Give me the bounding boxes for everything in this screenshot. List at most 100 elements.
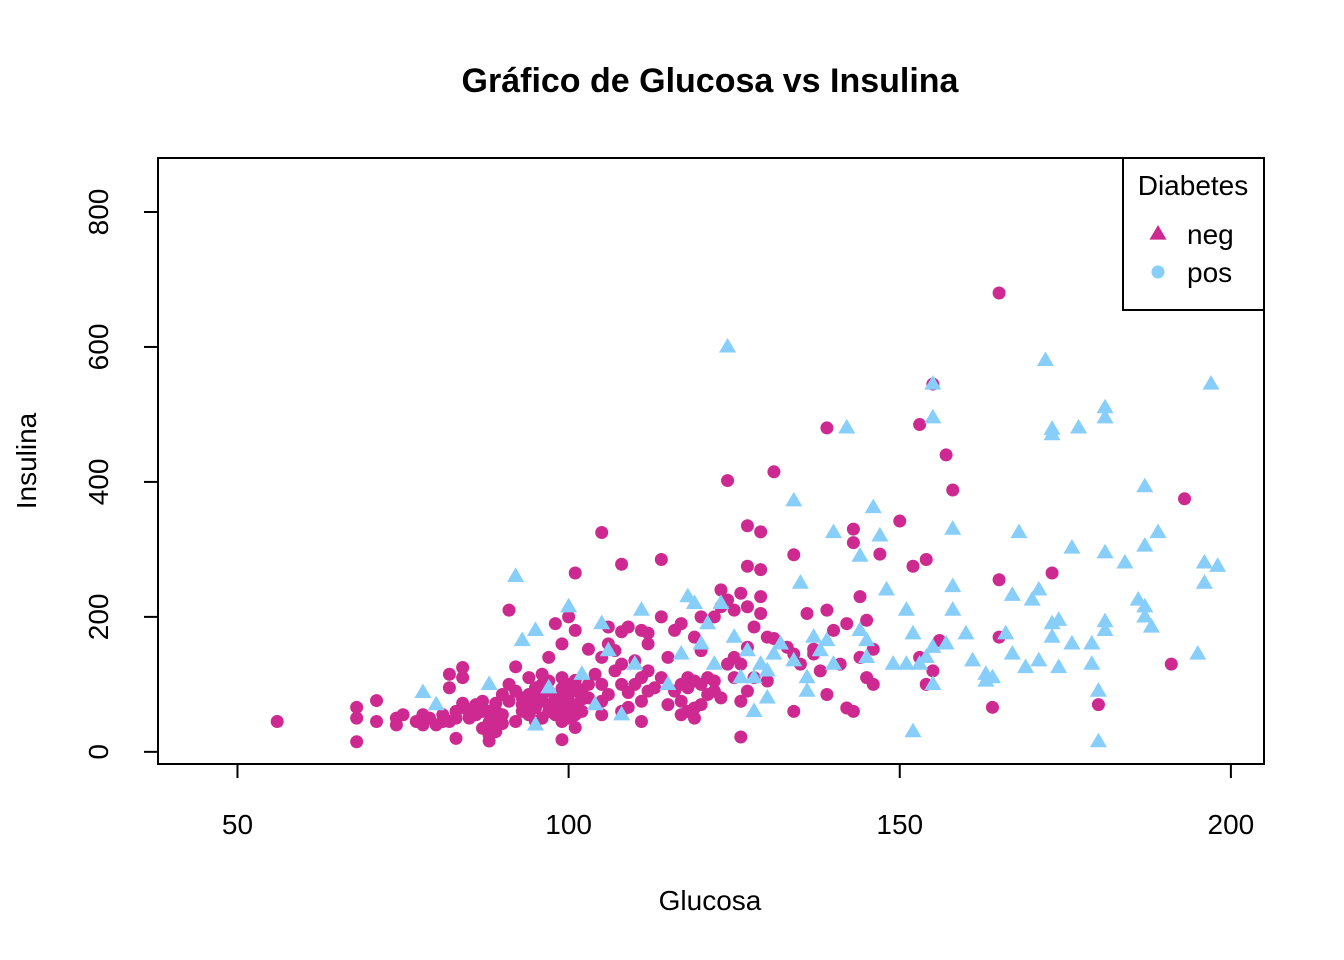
data-point-0 bbox=[740, 559, 754, 573]
data-point-1 bbox=[712, 594, 730, 609]
data-point-1 bbox=[1149, 523, 1167, 539]
data-point-1 bbox=[858, 631, 876, 647]
data-point-1 bbox=[798, 682, 816, 697]
data-point-0 bbox=[714, 691, 728, 705]
data-point-0 bbox=[555, 637, 569, 651]
data-point-0 bbox=[595, 708, 609, 722]
data-point-1 bbox=[593, 614, 611, 630]
data-point-0 bbox=[985, 700, 999, 714]
data-point-0 bbox=[615, 657, 629, 671]
data-point-0 bbox=[674, 617, 688, 631]
data-point-1 bbox=[1050, 658, 1068, 674]
data-point-0 bbox=[734, 730, 748, 744]
data-point-0 bbox=[734, 586, 748, 600]
data-point-1 bbox=[1030, 651, 1048, 667]
data-point-1 bbox=[672, 645, 690, 660]
data-point-1 bbox=[904, 624, 922, 640]
data-point-0 bbox=[509, 660, 523, 674]
data-point-0 bbox=[787, 704, 801, 718]
data-point-1 bbox=[427, 695, 445, 711]
data-point-1 bbox=[526, 621, 545, 636]
data-point-1 bbox=[1050, 611, 1068, 626]
data-point-1 bbox=[573, 665, 591, 680]
data-point-0 bbox=[370, 714, 384, 728]
data-point-1 bbox=[1189, 645, 1207, 660]
data-point-0 bbox=[1091, 698, 1105, 712]
data-point-1 bbox=[1003, 586, 1021, 601]
data-point-1 bbox=[738, 641, 756, 657]
x-tick-label: 50 bbox=[222, 809, 253, 840]
data-point-1 bbox=[725, 628, 743, 643]
data-point-1 bbox=[1089, 682, 1107, 697]
data-point-1 bbox=[937, 634, 955, 650]
data-point-0 bbox=[270, 714, 284, 728]
data-point-1 bbox=[917, 648, 935, 663]
data-point-1 bbox=[1209, 557, 1227, 572]
data-point-0 bbox=[893, 514, 907, 528]
data-point-0 bbox=[846, 704, 860, 718]
data-point-0 bbox=[754, 607, 768, 621]
data-point-0 bbox=[913, 418, 927, 432]
data-point-1 bbox=[864, 498, 882, 514]
legend-symbol-neg bbox=[1149, 225, 1167, 240]
data-point-0 bbox=[654, 553, 668, 567]
data-point-0 bbox=[350, 700, 364, 714]
legend-label-pos: pos bbox=[1187, 257, 1232, 288]
y-tick-label: 200 bbox=[83, 594, 114, 641]
y-tick-label: 800 bbox=[83, 189, 114, 236]
data-point-0 bbox=[495, 708, 509, 722]
data-point-1 bbox=[904, 722, 922, 738]
data-point-1 bbox=[732, 668, 750, 684]
data-point-1 bbox=[1096, 398, 1114, 414]
legend-title: Diabetes bbox=[1138, 170, 1249, 201]
data-point-1 bbox=[997, 624, 1015, 640]
data-point-0 bbox=[641, 626, 655, 640]
x-axis-label: Glucosa bbox=[659, 885, 762, 916]
data-point-1 bbox=[1030, 580, 1048, 596]
data-point-1 bbox=[599, 641, 617, 657]
data-point-0 bbox=[581, 677, 595, 691]
data-point-1 bbox=[1010, 523, 1028, 539]
data-point-0 bbox=[853, 590, 867, 604]
x-tick-label: 150 bbox=[876, 809, 923, 840]
data-point-1 bbox=[1136, 537, 1154, 552]
data-point-0 bbox=[939, 448, 953, 462]
data-point-0 bbox=[621, 620, 635, 634]
data-point-0 bbox=[747, 620, 761, 634]
data-point-0 bbox=[707, 610, 721, 624]
data-point-0 bbox=[542, 650, 556, 664]
data-point-0 bbox=[946, 483, 960, 497]
data-point-1 bbox=[858, 648, 876, 663]
data-point-0 bbox=[595, 677, 609, 691]
data-point-0 bbox=[350, 711, 364, 725]
data-point-0 bbox=[820, 687, 834, 701]
data-point-1 bbox=[1096, 612, 1114, 628]
data-point-0 bbox=[648, 681, 662, 695]
data-point-0 bbox=[727, 603, 741, 617]
data-point-1 bbox=[765, 645, 783, 660]
data-point-1 bbox=[507, 567, 525, 582]
data-point-0 bbox=[767, 465, 781, 479]
y-axis: 0 200 400 600 800 bbox=[83, 189, 159, 760]
data-point-1 bbox=[1043, 628, 1061, 643]
data-point-0 bbox=[687, 711, 701, 725]
data-point-1 bbox=[924, 375, 942, 390]
data-point-1 bbox=[745, 668, 763, 684]
data-point-1 bbox=[1036, 351, 1054, 367]
data-point-1 bbox=[824, 655, 843, 670]
data-point-1 bbox=[851, 547, 869, 562]
data-point-0 bbox=[992, 573, 1006, 587]
data-point-0 bbox=[721, 474, 735, 488]
data-point-0 bbox=[740, 519, 754, 533]
data-point-0 bbox=[800, 607, 814, 621]
x-axis: 50 100 150 200 bbox=[222, 763, 1254, 840]
data-point-1 bbox=[964, 651, 982, 667]
legend-label-neg: neg bbox=[1187, 219, 1234, 250]
data-point-1 bbox=[480, 675, 498, 690]
data-point-0 bbox=[476, 694, 490, 708]
data-point-1 bbox=[1202, 375, 1220, 390]
data-point-0 bbox=[919, 553, 933, 567]
data-point-1 bbox=[1195, 553, 1213, 569]
data-point-1 bbox=[1083, 655, 1101, 670]
